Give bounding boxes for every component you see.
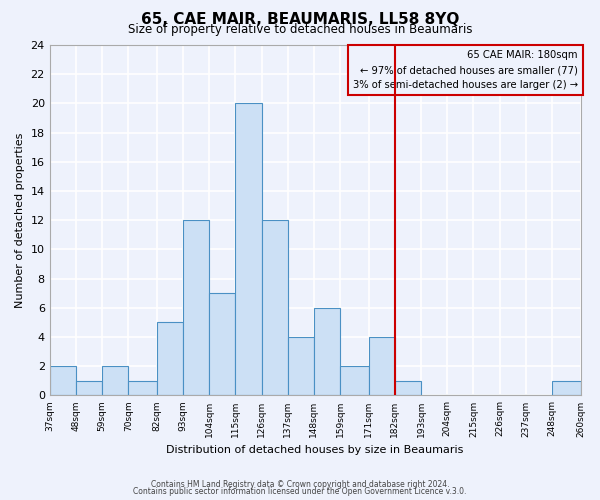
- Bar: [552, 381, 581, 396]
- Text: Size of property relative to detached houses in Beaumaris: Size of property relative to detached ho…: [128, 23, 472, 36]
- Bar: [50, 366, 76, 396]
- Text: Contains HM Land Registry data © Crown copyright and database right 2024.: Contains HM Land Registry data © Crown c…: [151, 480, 449, 489]
- Bar: [395, 381, 421, 396]
- Y-axis label: Number of detached properties: Number of detached properties: [15, 132, 25, 308]
- Bar: [128, 381, 157, 396]
- Bar: [102, 366, 128, 396]
- Text: 65 CAE MAIR: 180sqm
← 97% of detached houses are smaller (77)
3% of semi-detache: 65 CAE MAIR: 180sqm ← 97% of detached ho…: [353, 50, 578, 90]
- Text: Contains public sector information licensed under the Open Government Licence v.: Contains public sector information licen…: [133, 488, 467, 496]
- Bar: [235, 104, 262, 396]
- Text: 65, CAE MAIR, BEAUMARIS, LL58 8YQ: 65, CAE MAIR, BEAUMARIS, LL58 8YQ: [141, 12, 459, 26]
- Bar: [340, 366, 368, 396]
- X-axis label: Distribution of detached houses by size in Beaumaris: Distribution of detached houses by size …: [166, 445, 464, 455]
- Bar: [368, 337, 395, 396]
- Bar: [314, 308, 340, 396]
- Bar: [209, 293, 235, 396]
- Bar: [262, 220, 288, 396]
- Bar: [288, 337, 314, 396]
- Bar: [76, 381, 102, 396]
- Bar: [157, 322, 183, 396]
- Bar: [183, 220, 209, 396]
